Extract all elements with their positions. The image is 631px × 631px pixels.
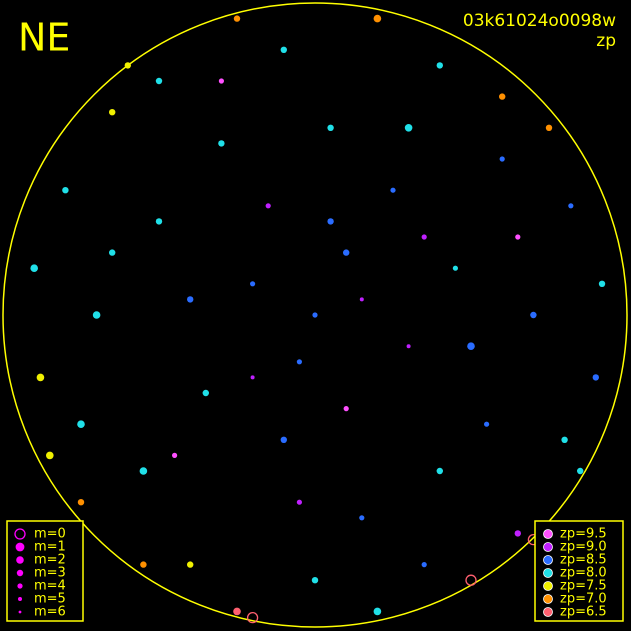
size-legend-label: m=0	[34, 527, 66, 542]
star-point	[343, 406, 349, 412]
size-legend-marker	[17, 583, 23, 589]
color-legend-label: zp=9.0	[560, 540, 607, 555]
star-point	[465, 574, 477, 586]
star-point	[124, 62, 131, 69]
star-point	[140, 561, 147, 568]
color-legend-marker	[543, 555, 553, 565]
star-point	[296, 499, 302, 505]
star-point	[530, 311, 537, 319]
star-point	[515, 234, 521, 240]
star-point	[246, 611, 259, 624]
star-point	[265, 203, 271, 209]
star-point	[139, 467, 148, 475]
star-point	[155, 77, 163, 85]
star-point	[327, 124, 334, 131]
star-point	[155, 218, 163, 225]
star-point	[421, 562, 427, 568]
star-point	[233, 15, 241, 22]
star-point	[92, 311, 101, 319]
chart-title: NE	[18, 16, 70, 60]
color-legend-label: zp=6.5	[560, 605, 607, 620]
star-point	[359, 515, 365, 521]
size-legend-marker	[16, 569, 24, 577]
star-point	[359, 297, 364, 302]
size-legend-label: m=4	[34, 579, 66, 594]
color-legend-marker	[543, 529, 553, 539]
star-point	[77, 499, 85, 506]
star-point	[514, 530, 521, 537]
color-legend-marker	[543, 581, 553, 591]
star-point	[484, 421, 490, 427]
color-label: zp	[596, 31, 616, 51]
star-point	[312, 312, 318, 318]
star-point	[280, 436, 287, 443]
star-point	[109, 249, 116, 256]
star-point	[202, 389, 209, 397]
size-legend-label: m=5	[34, 592, 66, 607]
star-point	[598, 280, 606, 287]
star-point	[343, 249, 350, 256]
star-point	[187, 296, 194, 303]
color-legend-label: zp=8.5	[560, 553, 607, 568]
star-point	[218, 140, 225, 147]
star-point	[218, 78, 224, 84]
color-legend-label: zp=8.0	[560, 566, 607, 581]
star-point	[296, 359, 302, 365]
star-point	[436, 467, 443, 475]
size-legend-marker	[18, 610, 22, 614]
star-point	[62, 187, 69, 194]
star-point	[390, 187, 396, 193]
star-point	[452, 265, 458, 271]
star-point	[373, 14, 382, 23]
star-point	[327, 218, 334, 225]
star-point	[187, 561, 194, 568]
color-legend-marker	[543, 607, 553, 617]
star-point	[561, 436, 568, 443]
star-point	[404, 124, 413, 132]
color-legend-marker	[543, 542, 553, 552]
star-point	[545, 124, 553, 131]
star-point	[109, 109, 116, 116]
star-point	[46, 451, 54, 460]
star-point	[373, 607, 382, 616]
star-point	[250, 281, 256, 287]
star-point	[499, 93, 506, 100]
color-legend-marker	[543, 568, 553, 578]
size-legend-marker	[14, 528, 26, 540]
star-point	[172, 452, 178, 458]
star-point	[280, 46, 287, 53]
star-point	[233, 607, 241, 616]
star-point	[30, 264, 38, 273]
chart-subtitle: 03k61024o0098w	[463, 11, 616, 31]
star-point	[592, 374, 599, 381]
star-point	[250, 375, 255, 380]
size-legend-label: m=2	[34, 553, 66, 568]
star-point	[421, 234, 427, 240]
star-point	[577, 467, 584, 475]
color-legend-label: zp=9.5	[560, 527, 607, 542]
star-point	[406, 344, 411, 349]
size-legend-label: m=1	[34, 540, 66, 555]
star-point	[436, 62, 443, 69]
star-point	[568, 203, 574, 209]
size-legend-label: m=6	[34, 605, 66, 620]
size-legend-marker	[15, 542, 25, 552]
star-point	[77, 420, 85, 429]
star-point	[36, 373, 45, 382]
star-point	[499, 156, 505, 162]
size-legend-marker	[16, 556, 24, 564]
size-legend-marker	[18, 597, 22, 601]
star-point	[467, 342, 475, 351]
color-legend-label: zp=7.5	[560, 579, 607, 594]
star-point	[311, 577, 319, 584]
size-legend-label: m=3	[34, 566, 66, 581]
color-legend-marker	[543, 594, 553, 604]
color-legend-label: zp=7.0	[560, 592, 607, 607]
